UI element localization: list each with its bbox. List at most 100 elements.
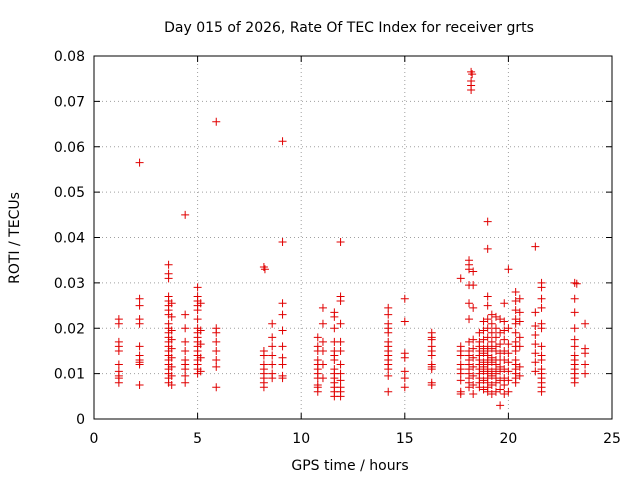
- data-point: [531, 308, 540, 317]
- data-point: [135, 158, 144, 167]
- x-tick-label: 15: [396, 431, 414, 447]
- data-point: [164, 260, 173, 269]
- data-point: [504, 358, 513, 367]
- data-point: [167, 335, 176, 344]
- data-point: [537, 294, 546, 303]
- data-point: [135, 360, 144, 369]
- data-point: [181, 337, 190, 346]
- data-point: [135, 301, 144, 310]
- data-point: [268, 333, 277, 342]
- data-point: [336, 319, 345, 328]
- data-point: [515, 294, 524, 303]
- data-point: [487, 328, 496, 337]
- data-point: [268, 360, 277, 369]
- data-point: [167, 362, 176, 371]
- data-point: [491, 346, 500, 355]
- data-point: [135, 319, 144, 328]
- data-point: [212, 328, 221, 337]
- data-point: [570, 308, 579, 317]
- data-point: [469, 335, 478, 344]
- data-point: [181, 346, 190, 355]
- data-point: [496, 340, 505, 349]
- data-point: [278, 374, 287, 383]
- data-point: [581, 360, 590, 369]
- data-point: [515, 342, 524, 351]
- x-tick-labels: 0 5 10 15 20 25: [90, 431, 621, 447]
- data-point: [259, 351, 268, 360]
- data-point: [487, 390, 496, 399]
- data-point: [537, 356, 546, 365]
- data-point: [196, 326, 205, 335]
- data-point: [318, 360, 327, 369]
- data-point: [181, 365, 190, 374]
- data-point: [479, 349, 488, 358]
- data-point: [114, 360, 123, 369]
- data-point: [212, 117, 221, 126]
- data-point: [400, 367, 409, 376]
- data-point: [278, 137, 287, 146]
- data-point: [400, 374, 409, 383]
- data-point: [511, 328, 520, 337]
- data-point: [164, 274, 173, 283]
- data-point: [114, 346, 123, 355]
- data-point: [181, 378, 190, 387]
- y-tick-label: 0.01: [54, 367, 85, 383]
- data-point: [278, 342, 287, 351]
- data-point: [330, 356, 339, 365]
- y-tick-label: 0.07: [54, 94, 85, 110]
- data-point: [483, 292, 492, 301]
- data-point: [135, 342, 144, 351]
- data-point: [336, 346, 345, 355]
- data-point: [384, 371, 393, 380]
- data-point: [313, 333, 322, 342]
- data-point: [400, 294, 409, 303]
- data-point: [212, 346, 221, 355]
- data-point: [469, 267, 478, 276]
- data-point: [114, 378, 123, 387]
- y-tick-label: 0.03: [54, 276, 85, 292]
- data-point: [496, 401, 505, 410]
- data-point: [469, 303, 478, 312]
- data-point: [487, 310, 496, 319]
- data-point: [181, 210, 190, 219]
- data-point: [196, 299, 205, 308]
- data-point: [469, 362, 478, 371]
- data-point: [500, 365, 509, 374]
- data-point: [483, 217, 492, 226]
- data-point: [193, 315, 202, 324]
- data-point: [318, 337, 327, 346]
- data-point: [467, 67, 476, 76]
- x-tick-label: 25: [603, 431, 621, 447]
- data-point: [504, 387, 513, 396]
- data-point: [483, 315, 492, 324]
- data-point: [456, 369, 465, 378]
- data-point: [496, 349, 505, 358]
- data-point: [167, 353, 176, 362]
- data-point: [475, 383, 484, 392]
- data-point: [336, 238, 345, 247]
- data-point: [479, 335, 488, 344]
- data-point: [572, 279, 581, 288]
- y-tick-label: 0.02: [54, 321, 85, 337]
- data-point: [537, 387, 546, 396]
- data-point: [504, 265, 513, 274]
- data-point: [483, 301, 492, 310]
- data-point: [318, 319, 327, 328]
- data-point: [212, 362, 221, 371]
- data-point: [313, 387, 322, 396]
- data-point: [427, 351, 436, 360]
- data-point: [278, 360, 287, 369]
- data-point: [469, 380, 478, 389]
- data-point: [384, 328, 393, 337]
- data-point: [500, 326, 509, 335]
- data-point: [504, 367, 513, 376]
- data-point: [181, 310, 190, 319]
- y-tick-labels: 0 0.01 0.02 0.03 0.04 0.05 0.06 0.07 0.08: [54, 49, 85, 428]
- data-point: [278, 353, 287, 362]
- data-point: [384, 387, 393, 396]
- data-point: [384, 303, 393, 312]
- data-point: [465, 265, 474, 274]
- data-point: [479, 317, 488, 326]
- data-point: [318, 374, 327, 383]
